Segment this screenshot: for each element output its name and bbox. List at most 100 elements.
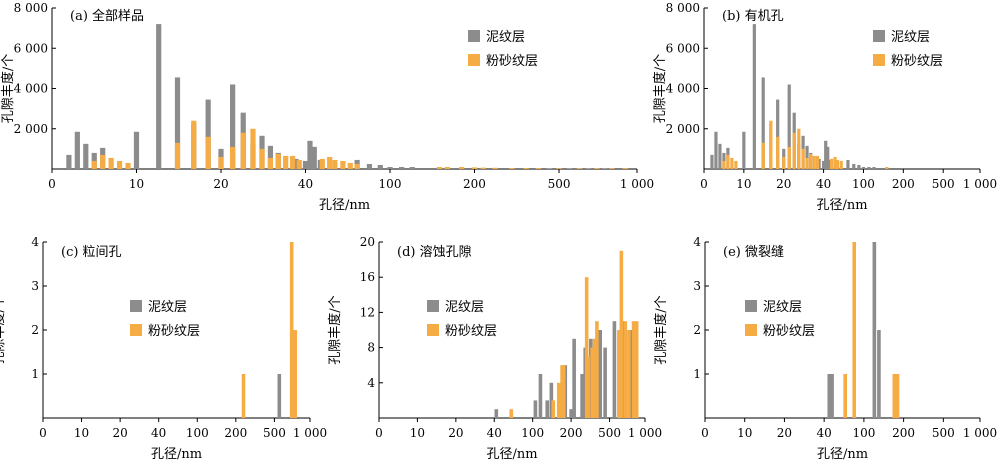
bar-mud (852, 163, 856, 169)
bar-silt (586, 356, 590, 418)
bar-silt (734, 160, 738, 169)
bar-silt (561, 365, 566, 418)
bar-mud (569, 409, 573, 418)
x-tick-label: 40 (151, 426, 166, 440)
x-tick-label: 500 (263, 426, 286, 440)
x-tick-label: 20 (112, 426, 127, 440)
bar-silt (290, 155, 296, 169)
legend-swatch (427, 300, 439, 312)
legend-label: 泥纹层 (891, 30, 930, 45)
bar-mud (598, 330, 602, 418)
bar-silt (801, 148, 805, 169)
x-tick-label: 0 (375, 426, 383, 440)
bar-mud (603, 347, 607, 418)
y-tick-label: 1 (31, 367, 39, 381)
x-tick-label: 20 (213, 177, 228, 191)
bar-silt (250, 128, 256, 169)
y-tick-label: 4 (693, 235, 701, 249)
bar-mud (83, 143, 89, 169)
bar-silt (835, 159, 840, 169)
bar-silt (829, 158, 834, 169)
x-tick-label: 0 (39, 426, 47, 440)
panel-d: 0 10 20 40 100 200 500 1 000 4 8 12 16 20 孔径/nm 孔隙丰度/个… (327, 235, 662, 462)
bar-silt (551, 400, 556, 418)
bar-silt (332, 159, 338, 169)
y-tick-label: 4 (31, 235, 39, 249)
bar-silt (833, 156, 837, 169)
bar-silt (492, 167, 498, 169)
bar-mud (546, 168, 552, 169)
y-axis-label: 孔隙丰度/个 (653, 295, 669, 364)
bar-mud (572, 338, 576, 418)
bar-silt (480, 167, 486, 169)
bar-mud (230, 84, 236, 169)
y-axis-label: 孔隙丰度/个 (0, 295, 7, 364)
bar-silt (805, 157, 809, 169)
panel-title: (b) 有机孔 (722, 9, 784, 24)
bar-mud (821, 160, 826, 169)
bar-mud (307, 140, 313, 169)
bar-mud (66, 154, 72, 169)
bar-mud (580, 374, 584, 418)
legend-label: 粉砂纹层 (763, 324, 815, 339)
bar-mud (494, 409, 499, 418)
legend-swatch (745, 324, 757, 336)
bar-silt (471, 167, 478, 169)
x-tick-label: 20 (777, 426, 792, 440)
y-tick-label: 4 (367, 376, 375, 390)
x-tick-label: 1 000 (628, 426, 662, 440)
bar-mud (776, 99, 780, 169)
bar-silt (730, 157, 734, 169)
bar-silt (592, 338, 597, 418)
legend-label: 泥纹层 (763, 300, 802, 315)
legend-label: 粉砂纹层 (891, 54, 943, 69)
bar-silt (289, 242, 294, 418)
x-axis-label: 孔径/nm (319, 198, 370, 213)
bar-mud (366, 163, 373, 169)
bar-silt (609, 168, 615, 169)
bar-silt (174, 142, 181, 169)
bar-mud (267, 145, 274, 169)
bar-silt (556, 382, 561, 418)
legend-swatch (468, 30, 480, 42)
y-tick-label: 4 000 (14, 82, 48, 96)
x-tick-label: 20 (448, 426, 463, 440)
legend-swatch (427, 324, 439, 336)
bar-silt (787, 146, 791, 169)
panel-title: (e) 微裂缝 (723, 245, 784, 260)
bar-mud (742, 131, 746, 169)
x-tick-label: 40 (817, 426, 832, 440)
bar-silt (230, 146, 236, 169)
x-tick-label: 500 (932, 177, 955, 191)
bar-silt (347, 162, 353, 169)
bar-silt (627, 330, 631, 418)
bar-silt (726, 154, 730, 169)
x-tick-label: 10 (129, 177, 144, 191)
x-tick-label: 40 (816, 177, 831, 191)
bar-mud (861, 166, 866, 169)
bar-mud (827, 374, 832, 418)
legend-label: 粉砂纹层 (445, 324, 497, 339)
x-axis-label: 孔径/nm (817, 447, 868, 462)
bar-mud (293, 158, 299, 169)
x-axis-label: 孔径/nm (816, 198, 867, 213)
bar-silt (622, 168, 628, 169)
panel-a: 0 10 20 40 100 200 500 1 000 2 000 4 000 6 000 8 00… (0, 1, 654, 213)
bar-mud (718, 143, 722, 169)
bar-silt (459, 166, 465, 169)
panel-e: 0 10 20 40 100 200 500 1 000 1 2 3 4 孔径/nm 孔隙丰度/个 (e) … (653, 235, 997, 462)
y-axis-label: 孔隙丰度/个 (0, 54, 16, 123)
bar-silt (354, 163, 360, 169)
x-tick-label: 200 (892, 426, 915, 440)
x-tick-label: 1 000 (293, 426, 327, 440)
bar-mud (133, 131, 140, 169)
bar-silt (125, 162, 131, 169)
bar-mud (714, 131, 718, 169)
bar-silt (892, 374, 897, 418)
y-tick-label: 6 000 (666, 41, 700, 55)
bar-mud (302, 160, 309, 169)
